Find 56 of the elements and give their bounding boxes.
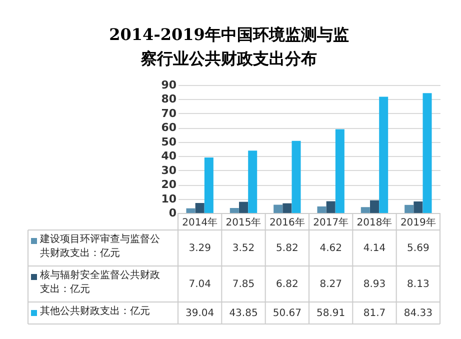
data-label: 7.85 xyxy=(232,279,255,290)
bar xyxy=(239,202,248,213)
bar xyxy=(274,204,283,213)
data-label: 58.91 xyxy=(316,308,346,319)
bar xyxy=(379,96,388,213)
bar xyxy=(422,93,432,213)
bar xyxy=(335,129,344,213)
data-label: 6.82 xyxy=(276,279,298,290)
legend-label: 其他公共财政支出：亿元 xyxy=(40,305,150,317)
bar xyxy=(414,201,423,213)
x-tick-label: 2016年 xyxy=(269,216,305,228)
data-label: 43.85 xyxy=(229,308,258,319)
bar xyxy=(230,208,239,213)
x-tick-label: 2019年 xyxy=(400,216,436,228)
data-label: 8.27 xyxy=(320,279,342,290)
x-tick-label: 2014年 xyxy=(182,216,218,228)
y-tick-label: 90 xyxy=(161,78,177,92)
y-tick-label: 10 xyxy=(161,192,177,206)
data-label: 4.62 xyxy=(320,243,342,254)
bar xyxy=(204,157,214,213)
bar xyxy=(292,140,301,213)
x-tick-label: 2018年 xyxy=(356,216,392,228)
y-tick-label: 80 xyxy=(161,92,177,106)
y-tick-label: 30 xyxy=(161,164,177,177)
data-label: 8.13 xyxy=(407,279,430,290)
data-label: 50.67 xyxy=(272,308,302,319)
legend-label: 建设项目环评审查与监督公共财政支出：亿元 xyxy=(39,233,160,259)
bar xyxy=(370,200,379,213)
bar xyxy=(326,201,336,213)
bar xyxy=(195,202,204,213)
data-label: 7.04 xyxy=(188,279,211,290)
data-label: 3.29 xyxy=(188,243,211,254)
y-tick-label: 70 xyxy=(161,106,177,120)
y-tick-label: 40 xyxy=(161,150,177,163)
bar xyxy=(404,204,414,213)
data-label: 5.69 xyxy=(407,243,430,254)
legend-label: 核与辐射安全监督公共财政支出：亿元 xyxy=(39,269,160,295)
data-label: 4.14 xyxy=(363,243,386,254)
data-label: 81.7 xyxy=(363,308,386,319)
y-tick-label: 60 xyxy=(161,121,177,134)
x-tick-label: 2015年 xyxy=(226,216,262,228)
x-tick-label: 2017年 xyxy=(313,216,349,228)
y-tick-label: 0 xyxy=(168,206,177,220)
data-label: 5.82 xyxy=(276,243,298,254)
bar xyxy=(282,203,292,213)
bar xyxy=(317,206,326,213)
y-tick-label: 50 xyxy=(161,135,177,148)
bar xyxy=(248,150,258,213)
bar xyxy=(360,207,370,213)
data-label: 8.93 xyxy=(363,279,386,290)
data-label: 84.33 xyxy=(404,308,432,319)
y-tick-label: 20 xyxy=(161,178,177,192)
bar xyxy=(186,208,196,213)
data-label: 39.04 xyxy=(186,308,214,319)
data-label: 3.52 xyxy=(232,243,255,254)
chart-title: 2014-2019年中国环境监测与监察行业公共财政支出分布 xyxy=(109,25,349,68)
